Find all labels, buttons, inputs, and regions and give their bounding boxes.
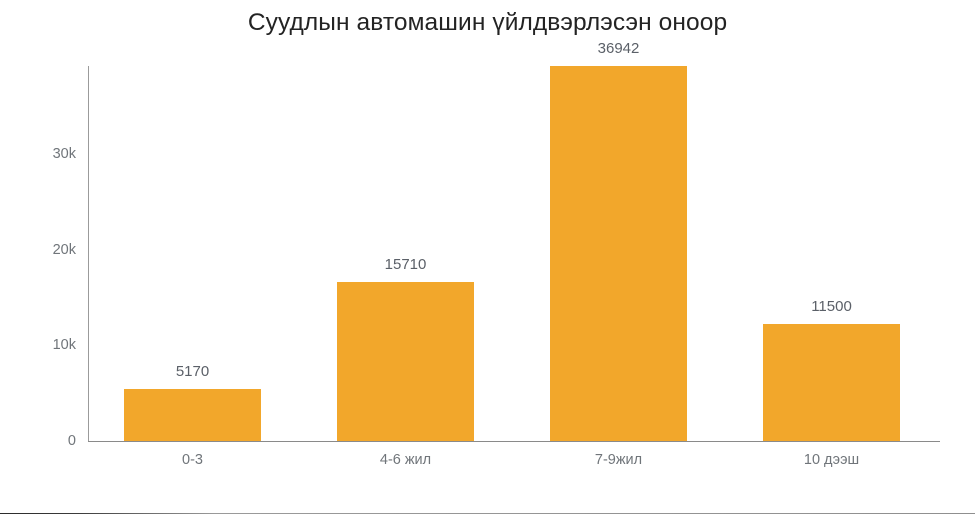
bottom-divider	[0, 513, 975, 514]
y-axis-tick-10k: 10k	[52, 337, 76, 353]
x-axis-category-0: 0-3	[182, 452, 203, 468]
x-axis-category-1: 4-6 жил	[379, 452, 432, 468]
y-axis-tick-30k: 30k	[52, 146, 76, 162]
bar-value-3: 11500	[811, 298, 852, 315]
bar-group-0[interactable]: 5170	[124, 66, 261, 441]
bar-1[interactable]	[337, 282, 474, 441]
bar-group-1[interactable]: 15710	[337, 66, 474, 441]
bar-value-1: 15710	[384, 256, 427, 273]
bar-2[interactable]	[550, 66, 687, 441]
y-axis-tick-labels: 30k 20k 10k 0	[0, 0, 76, 522]
bar-group-3[interactable]: 11500	[763, 66, 900, 441]
y-axis-tick-0: 0	[67, 433, 76, 449]
bar-0[interactable]	[124, 389, 261, 441]
x-axis-category-3: 10 дээш	[803, 452, 860, 468]
bar-group-2[interactable]: 36942	[550, 40, 687, 441]
y-axis-tick-20k: 20k	[52, 242, 76, 258]
x-axis-category-2: 7-9жил	[594, 452, 643, 468]
bar-value-2: 36942	[597, 40, 640, 57]
x-axis-line	[88, 441, 940, 442]
chart-title: Суудлын автомашин үйлдвэрлэсэн оноор	[247, 9, 728, 36]
y-axis-line	[88, 66, 89, 442]
bar-3[interactable]	[763, 324, 900, 441]
bar-value-0: 5170	[175, 363, 210, 380]
